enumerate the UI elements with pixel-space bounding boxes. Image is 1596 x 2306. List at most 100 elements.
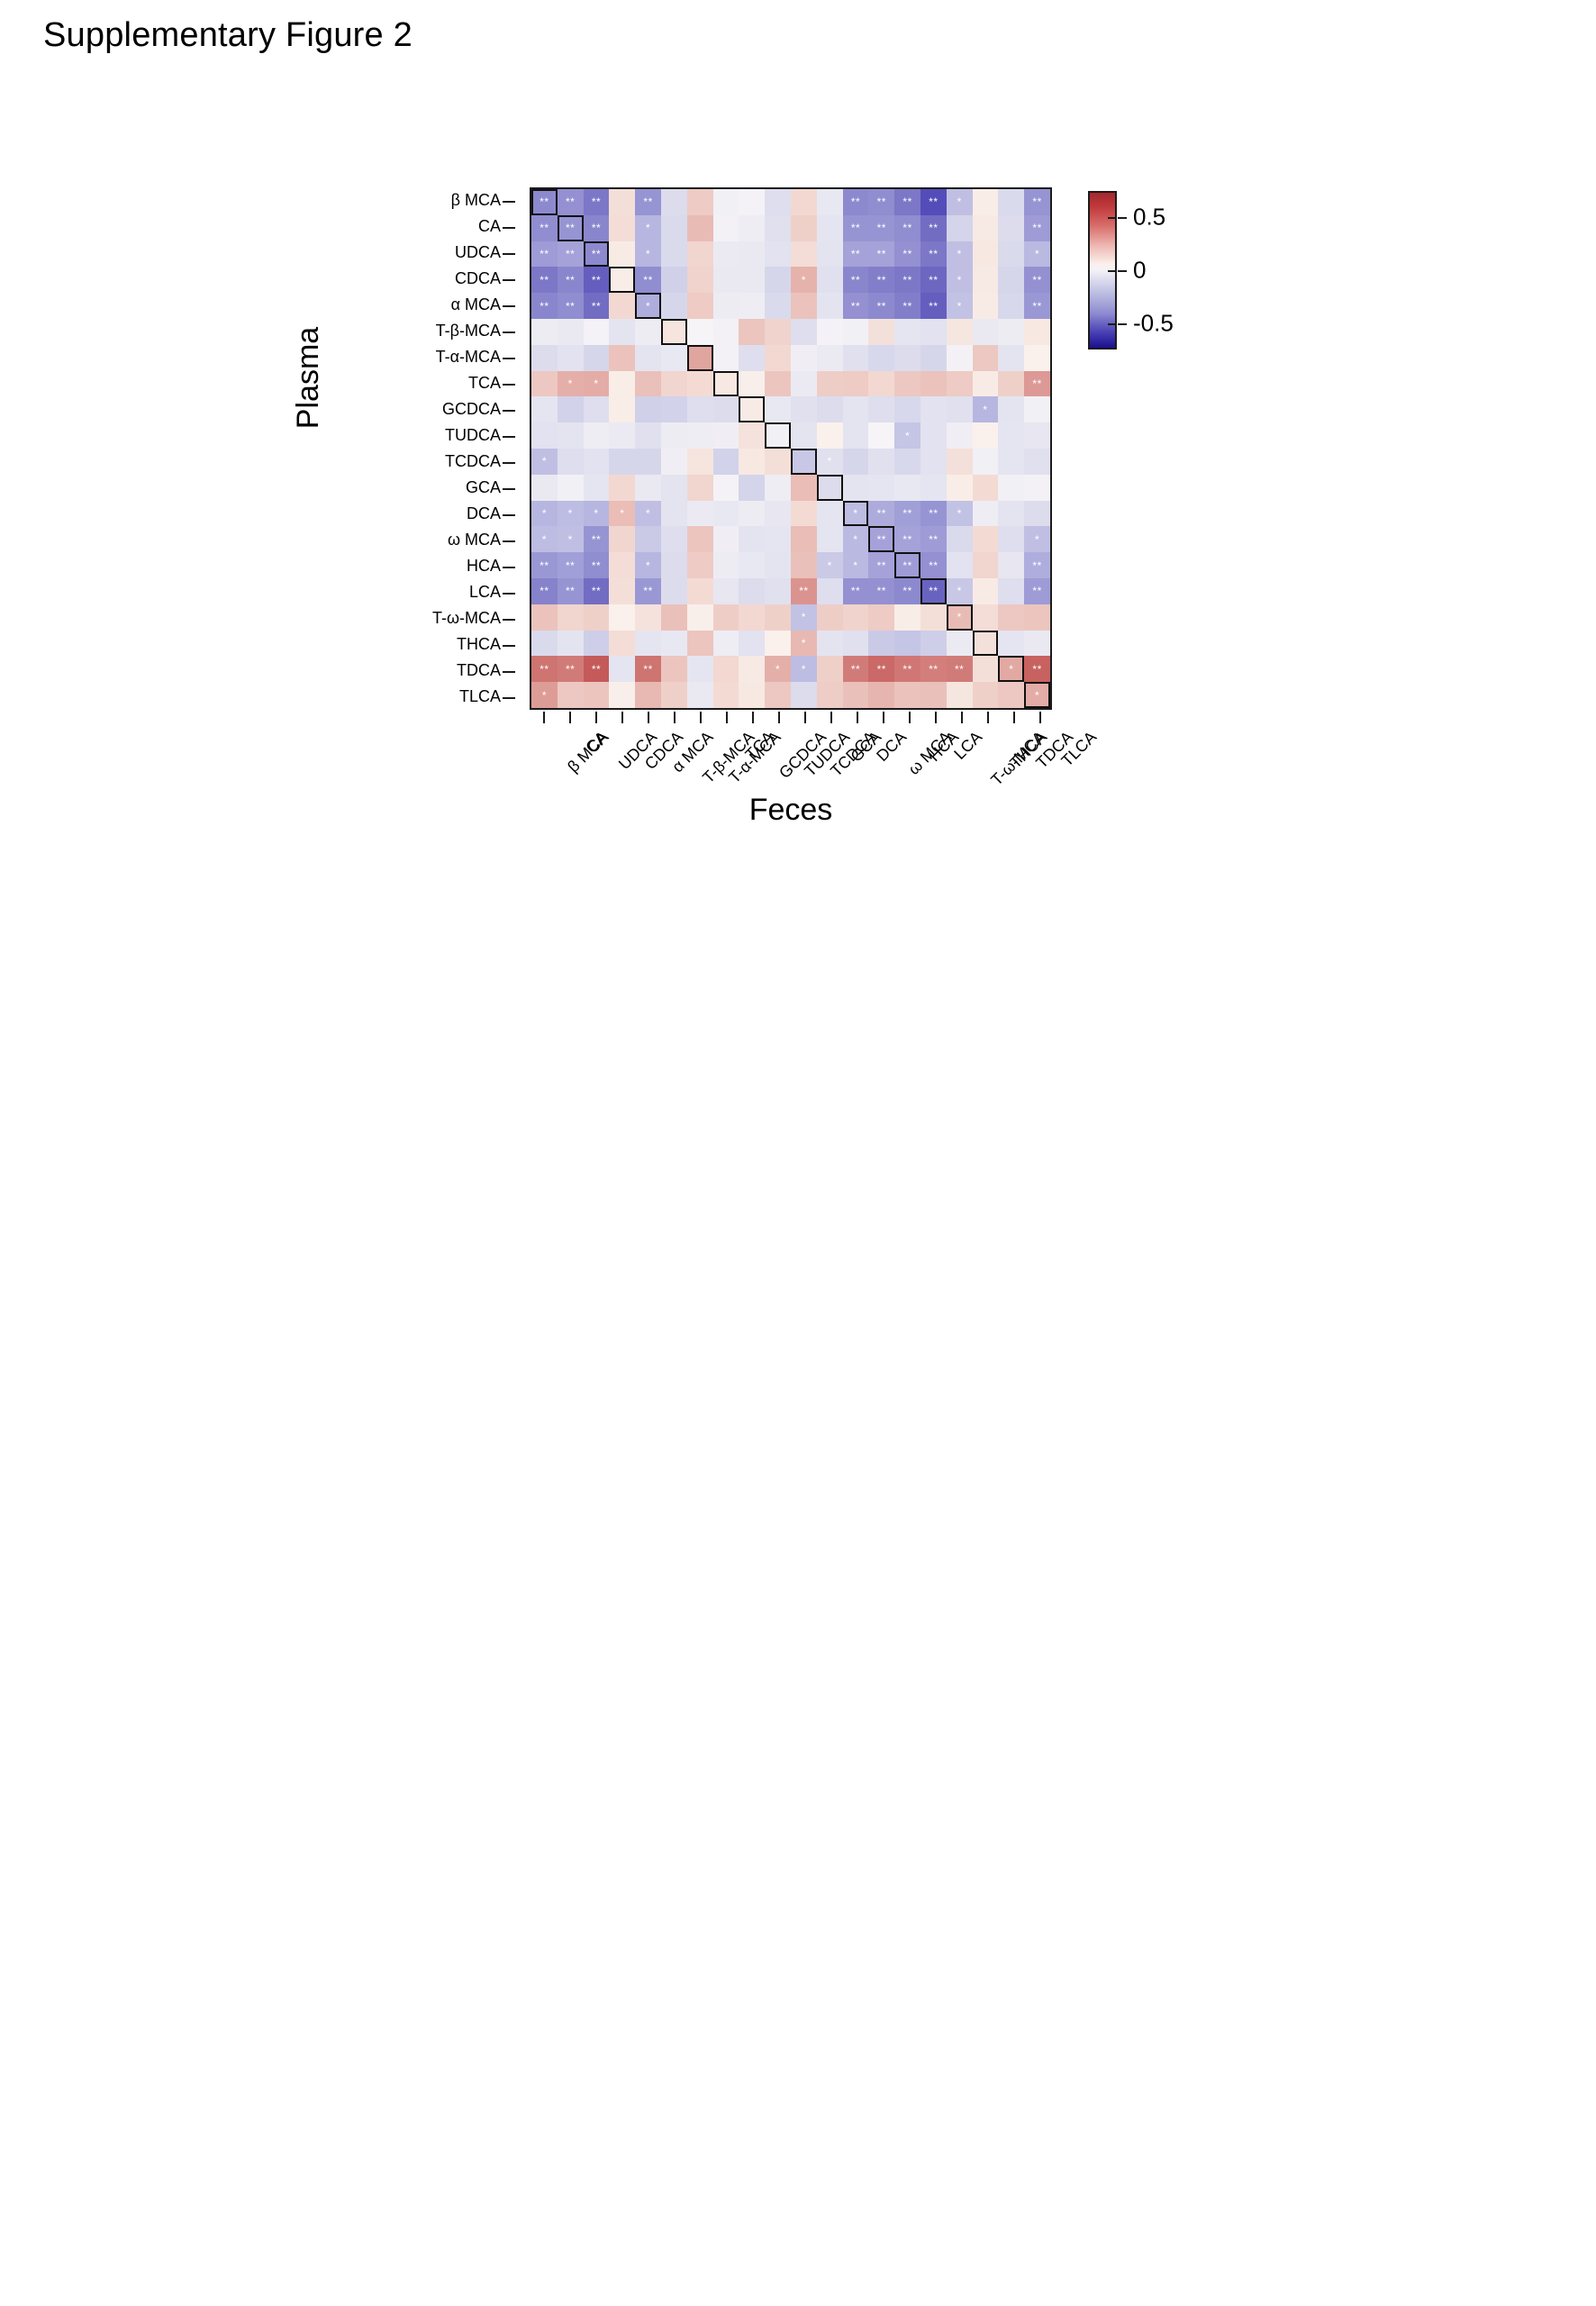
heatmap-cell (894, 344, 920, 371)
heatmap-cell: * (583, 370, 610, 397)
significance-marker: ** (643, 273, 653, 286)
significance-marker: * (957, 195, 962, 209)
heatmap-cell (686, 577, 713, 604)
x-tick-mark (1012, 712, 1015, 723)
heatmap-cell (998, 474, 1025, 501)
heatmap-cell: ** (894, 241, 920, 268)
x-tick-mark (777, 712, 780, 723)
significance-marker: * (541, 688, 547, 702)
heatmap-cell (531, 474, 558, 501)
heatmap-cell (712, 630, 739, 657)
heatmap-cell (765, 370, 791, 397)
significance-marker: ** (540, 195, 549, 209)
heatmap-cell: ** (920, 293, 947, 319)
heatmap-cell (609, 604, 636, 631)
heatmap-cell (842, 370, 869, 397)
heatmap-cell (920, 370, 947, 397)
significance-marker: ** (955, 662, 965, 676)
heatmap-cell (609, 214, 636, 241)
heatmap-cell: * (816, 448, 843, 475)
heatmap-cell (583, 396, 610, 423)
heatmap-cell: * (609, 500, 636, 527)
significance-marker: ** (1032, 558, 1042, 572)
significance-marker: ** (929, 558, 939, 572)
heatmap-cell (635, 526, 661, 553)
y-axis-title: Plasma (291, 326, 326, 430)
heatmap-cell: ** (557, 656, 584, 683)
heatmap-cell (635, 474, 661, 501)
heatmap-cell: ** (894, 267, 920, 294)
significance-marker: * (957, 273, 962, 286)
colorbar-tick-mark-inner (1108, 322, 1116, 325)
heatmap-cell: ** (557, 189, 584, 215)
heatmap-cell: * (946, 267, 973, 294)
significance-marker: ** (566, 662, 576, 676)
heatmap-cell (765, 552, 791, 578)
significance-marker: * (957, 299, 962, 313)
heatmap-cell (739, 267, 766, 294)
significance-marker: ** (1032, 585, 1042, 598)
heatmap-cell (972, 474, 999, 501)
y-tick-label: T-β-MCA (435, 322, 501, 340)
heatmap-cell (972, 422, 999, 449)
heatmap-cell: ** (920, 656, 947, 683)
heatmap-cell (946, 630, 973, 657)
heatmap-cell (609, 189, 636, 215)
heatmap-cell (660, 189, 687, 215)
heatmap-cell (609, 474, 636, 501)
x-tick-mark (594, 712, 597, 723)
heatmap-cell: ** (635, 189, 661, 215)
heatmap-cell (998, 370, 1025, 397)
heatmap-cell (557, 630, 584, 657)
heatmap-cell (816, 214, 843, 241)
heatmap-cell (739, 526, 766, 553)
heatmap-cell (765, 526, 791, 553)
heatmap-cell (557, 604, 584, 631)
y-tick-mark (503, 409, 515, 412)
significance-marker: ** (566, 585, 576, 598)
heatmap-cell (790, 214, 817, 241)
heatmap-cell (635, 422, 661, 449)
heatmap-cell: ** (894, 577, 920, 604)
significance-marker: * (1035, 247, 1040, 260)
heatmap-cell (1024, 318, 1050, 345)
heatmap-cell (712, 500, 739, 527)
x-tick-mark (699, 712, 702, 723)
heatmap-cell (739, 682, 766, 708)
heatmap-cell (635, 630, 661, 657)
significance-marker: ** (540, 247, 549, 260)
heatmap-cell (765, 604, 791, 631)
y-tick-mark (503, 278, 515, 281)
heatmap-cell (816, 396, 843, 423)
significance-marker: ** (876, 299, 886, 313)
heatmap-cell (686, 630, 713, 657)
heatmap-cell (686, 344, 713, 371)
heatmap-cell (635, 318, 661, 345)
heatmap-cell (712, 474, 739, 501)
heatmap-cell (739, 214, 766, 241)
heatmap-cell (712, 370, 739, 397)
significance-marker: ** (566, 195, 576, 209)
heatmap-cell: ** (868, 500, 895, 527)
heatmap-cell (790, 474, 817, 501)
colorbar-tick-mark-inner (1108, 217, 1116, 220)
heatmap-cell (894, 604, 920, 631)
colorbar-tick-label: 0.5 (1133, 203, 1166, 231)
heatmap-cell (660, 370, 687, 397)
heatmap-cell (998, 682, 1025, 708)
heatmap-cell (816, 318, 843, 345)
heatmap-cell (660, 682, 687, 708)
heatmap-cell (609, 370, 636, 397)
heatmap-cell (816, 241, 843, 268)
x-tick-mark (1038, 712, 1041, 723)
heatmap-cell (660, 448, 687, 475)
colorbar-tick-label: 0 (1133, 256, 1147, 284)
y-tick-mark (503, 513, 515, 516)
y-tick-label: HCA (466, 557, 501, 575)
significance-marker: ** (929, 662, 939, 676)
heatmap-cell (790, 370, 817, 397)
heatmap-cell (998, 241, 1025, 268)
heatmap-cell (660, 344, 687, 371)
heatmap-cell: ** (894, 656, 920, 683)
heatmap-cell (868, 682, 895, 708)
